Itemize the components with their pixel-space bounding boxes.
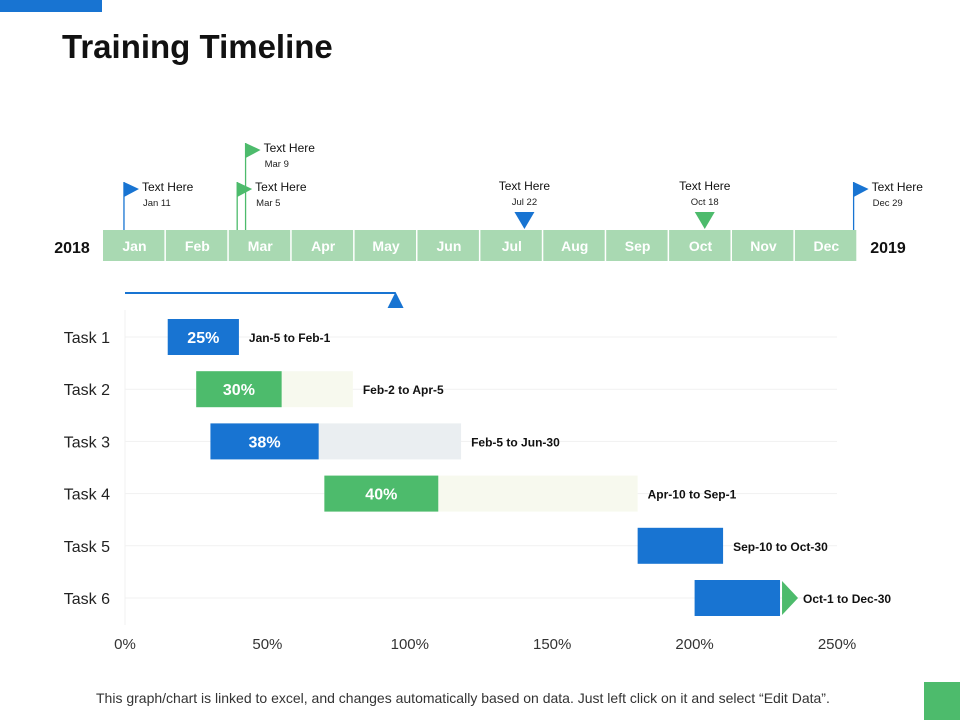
milestone-date: Mar 9 <box>265 159 289 170</box>
progress-triangle-icon <box>387 292 404 308</box>
x-tick-label: 0% <box>114 636 136 653</box>
task-label: Task 2 <box>64 382 110 399</box>
task-label: Task 5 <box>64 539 110 556</box>
task-rows: Task 1 25% Jan-5 to Feb-1 Task 2 30% Feb-2 to… <box>64 319 891 616</box>
task-row: Task 4 40% Apr-10 to Sep-1 <box>64 475 737 512</box>
month-label: May <box>372 238 399 254</box>
flag-icon <box>245 143 261 158</box>
month-label: Feb <box>185 238 210 254</box>
corner-accent-block <box>924 682 960 720</box>
triangle-marker-icon <box>694 212 715 229</box>
month-cell-aug <box>543 230 605 261</box>
milestone-label: Text Here <box>872 180 924 194</box>
month-cell-oct <box>669 230 731 261</box>
x-tick-label: 200% <box>675 636 713 653</box>
milestone-date: Mar 5 <box>256 198 280 209</box>
month-timeline: Text Here Jan 11 Text Here Mar 9 Text Here Ma… <box>54 141 924 261</box>
month-bar: Jan Feb Mar Apr May Jun Jul Aug Sep Oct Nov Dec <box>103 230 857 261</box>
flag-icon <box>237 182 253 197</box>
progress-bar <box>324 475 439 512</box>
month-cell-jan <box>103 230 165 261</box>
x-tick-label: 250% <box>818 636 856 653</box>
month-label: Dec <box>814 238 840 254</box>
month-cell-nov <box>732 230 794 261</box>
progress-marker-group <box>125 292 404 308</box>
task-label: Task 3 <box>64 434 110 451</box>
progress-bar <box>637 527 724 564</box>
task-row: Task 3 38% Feb-5 to Jun-30 <box>64 423 560 460</box>
month-cell-jun <box>417 230 479 261</box>
milestone-label: Text Here <box>142 180 194 194</box>
month-label: Aug <box>561 238 588 254</box>
month-cell-sep <box>606 230 668 261</box>
month-cell-may <box>354 230 416 261</box>
month-label: Jul <box>502 238 522 254</box>
task-row: Task 5 Sep-10 to Oct-30 <box>64 527 828 564</box>
footer-note: This graph/chart is linked to excel, and… <box>96 690 830 706</box>
percent-label: 40% <box>365 487 397 504</box>
x-tick-label: 50% <box>252 636 282 653</box>
date-range-label: Oct-1 to Dec-30 <box>803 592 891 606</box>
month-label: Nov <box>750 238 777 254</box>
milestone-label: Text Here <box>499 179 551 193</box>
month-label: Jun <box>437 238 462 254</box>
progress-bar <box>196 371 282 408</box>
milestone-date: Jul 22 <box>512 197 537 208</box>
task-row: Task 6 Oct-1 to Dec-30 <box>64 580 891 616</box>
progress-bar <box>210 423 319 460</box>
x-tick-label: 150% <box>533 636 571 653</box>
gridlines <box>124 310 837 625</box>
milestone-date: Dec 29 <box>873 198 903 209</box>
flag-icon <box>123 182 139 197</box>
month-cell-mar <box>228 230 291 261</box>
milestone-3: Text Here Mar 5 <box>236 180 307 230</box>
task-row: Task 1 25% Jan-5 to Feb-1 <box>64 319 331 355</box>
milestone-label: Text Here <box>264 141 316 155</box>
month-label: Apr <box>311 238 336 254</box>
task-label: Task 1 <box>64 330 110 347</box>
month-cell-jul <box>480 230 542 261</box>
month-cell-apr <box>291 230 354 261</box>
page-title: Training Timeline <box>62 28 333 65</box>
x-tick-label: 100% <box>391 636 429 653</box>
end-triangle-icon <box>782 581 799 615</box>
milestone-label: Text Here <box>255 180 307 194</box>
percent-label: 25% <box>187 330 219 347</box>
triangle-marker-icon <box>514 212 535 229</box>
month-label: Jan <box>122 238 146 254</box>
progress-bar <box>694 580 781 616</box>
gantt-chart: Task 1 25% Jan-5 to Feb-1 Task 2 30% Feb-2 to… <box>64 292 891 653</box>
milestone-2: Text Here Mar 9 <box>244 141 316 230</box>
milestone-5: Text Here Oct 18 <box>679 179 731 229</box>
task-row: Task 2 30% Feb-2 to Apr-5 <box>64 371 444 408</box>
milestone-6: Text Here Dec 29 <box>852 180 924 230</box>
flag-icon <box>853 182 869 197</box>
task-label: Task 4 <box>64 487 110 504</box>
date-range-label: Sep-10 to Oct-30 <box>733 540 828 554</box>
date-range-label: Feb-2 to Apr-5 <box>363 383 444 397</box>
month-cell-dec <box>794 230 857 261</box>
top-accent-bar <box>0 0 102 12</box>
milestone-1: Text Here Jan 11 <box>123 180 194 230</box>
date-range-label: Jan-5 to Feb-1 <box>249 331 331 345</box>
x-axis-ticks: 0% 50% 100% 150% 200% 250% <box>114 636 856 653</box>
percent-label: 38% <box>249 434 281 451</box>
percent-label: 30% <box>223 382 255 399</box>
month-label: Mar <box>248 238 273 254</box>
end-year-label: 2019 <box>870 240 906 257</box>
milestone-date: Oct 18 <box>691 197 719 208</box>
date-range-label: Feb-5 to Jun-30 <box>471 435 560 449</box>
date-range-label: Apr-10 to Sep-1 <box>648 488 737 502</box>
task-label: Task 6 <box>64 591 110 608</box>
month-label: Sep <box>625 238 651 254</box>
month-label: Oct <box>689 238 713 254</box>
progress-bar <box>167 319 239 355</box>
milestone-date: Jan 11 <box>143 198 171 209</box>
milestone-4: Text Here Jul 22 <box>499 179 551 229</box>
month-cell-feb <box>165 230 228 261</box>
start-year-label: 2018 <box>54 240 90 257</box>
milestone-label: Text Here <box>679 179 731 193</box>
milestone-markers: Text Here Jan 11 Text Here Mar 9 Text Here Ma… <box>123 141 924 230</box>
